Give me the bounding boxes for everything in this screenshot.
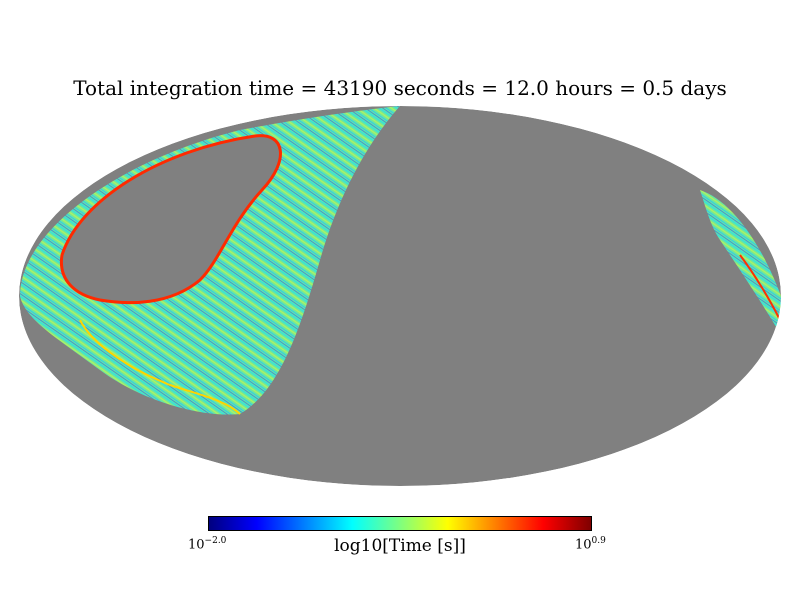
high-exposure-rim <box>79 319 241 415</box>
colorbar-min-label: 10−2.0 <box>188 536 227 553</box>
colorbar <box>208 516 592 531</box>
unobserved-inner-hole <box>59 134 282 305</box>
colorbar-label: log10[Time [s]] <box>334 536 466 556</box>
high-exposure-rim-edge <box>739 254 780 319</box>
colorbar-max-label: 100.9 <box>575 536 606 553</box>
observed-coverage-edge <box>700 190 781 330</box>
map-title: Total integration time = 43190 seconds =… <box>73 76 727 100</box>
